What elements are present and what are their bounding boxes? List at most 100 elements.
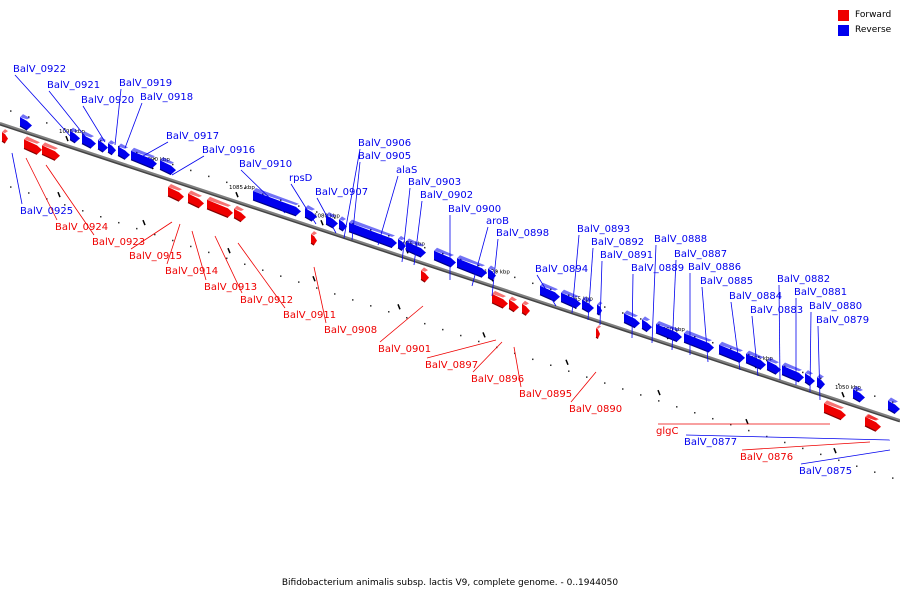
gene-balv_0890-glyph[interactable] [823, 400, 846, 421]
gene-glyph-edge [252, 199, 297, 217]
gene-glyph-top [488, 265, 495, 270]
gene-label-arob: aroB [486, 216, 509, 227]
gene-glyph-edge [491, 302, 504, 309]
gene-leader-line [472, 341, 503, 373]
gene-glyph-top [624, 310, 638, 318]
gene-label-balv_0918: BalV_0918 [140, 92, 193, 103]
gene-leader-line [701, 286, 709, 363]
gene-glyph-body [253, 190, 301, 216]
scale-dot-upper [604, 306, 606, 308]
gene-label-glgc: glgC [656, 426, 678, 437]
gene-leader-line [82, 105, 106, 143]
scale-dot-upper [334, 217, 336, 219]
gene-leader-line [191, 230, 207, 281]
gene-balv_0920-glyph[interactable] [81, 131, 96, 149]
gene-balv_0918-glyph[interactable] [107, 140, 116, 156]
scale-dot-lower [100, 216, 102, 218]
gene-balv_0903-glyph[interactable] [397, 235, 406, 251]
gene-balv_0900-glyph[interactable] [433, 247, 456, 268]
gene-glyph-edge [81, 143, 92, 149]
gene-leader-line [166, 223, 181, 265]
gene-leader-line [316, 197, 337, 234]
gene-balv_0913-glyph[interactable] [206, 196, 233, 218]
gene-glyph-body [824, 403, 846, 420]
gene-balv_0882-glyph[interactable] [781, 362, 804, 383]
gene-balv_0905-glyph[interactable] [338, 216, 347, 232]
scale-dot-upper [640, 318, 642, 320]
gene-glyph-top [2, 129, 8, 134]
gene-balv_0924-glyph[interactable] [23, 136, 42, 155]
gene-balv_0923-glyph[interactable] [41, 142, 60, 161]
gene-label-rpsd: rpsD [289, 173, 313, 184]
scale-dot-lower [460, 334, 462, 337]
gene-balv_0880-glyph[interactable] [816, 374, 825, 390]
gene-glyph-edge [310, 242, 315, 246]
gene-glyph-edge [97, 148, 104, 153]
gene-glyph-body [421, 270, 429, 283]
gene-glyph-body [656, 323, 682, 342]
gene-balv_0895-glyph[interactable] [595, 325, 601, 340]
gene-glyph-top [305, 205, 315, 211]
scale-dot-upper [388, 235, 390, 237]
gene-glyph-body [207, 199, 233, 218]
gene-glyph-body [108, 143, 116, 155]
gene-balv_0925-glyph[interactable] [1, 129, 8, 144]
gene-label-balv_0921: BalV_0921 [47, 80, 100, 91]
gene-balv_0911-glyph[interactable] [310, 231, 317, 246]
gene-balv_0887-glyph[interactable] [655, 320, 682, 343]
gene-glyph-top [82, 131, 94, 138]
scale-dot-upper [370, 229, 372, 231]
gene-label-balv_0901: BalV_0901 [378, 344, 431, 355]
gene-glyph-edge [19, 125, 28, 131]
gene-balv_0922-glyph[interactable] [19, 114, 32, 131]
gene-balv_0910-glyph[interactable] [159, 157, 176, 176]
gene-balv_0883-glyph[interactable] [766, 357, 781, 375]
gene-balv_0916-glyph[interactable] [130, 147, 157, 169]
scale-dot-lower [478, 340, 480, 343]
gene-label-balv_0906: BalV_0906 [358, 138, 411, 149]
genome-caption: Bifidobacterium animalis subsp. lactis V… [281, 578, 619, 588]
gene-balv_0891-glyph[interactable] [596, 301, 603, 316]
scale-dot-lower [370, 305, 372, 307]
gene-balv_0893-glyph[interactable] [560, 289, 581, 309]
gene-glyph-top [561, 289, 579, 298]
gene-glyph-body [326, 215, 338, 229]
kbp-tick-label: 1065 kbp [567, 297, 593, 303]
gene-balv_0914-glyph[interactable] [187, 190, 204, 209]
gene-balv_0906-glyph[interactable] [325, 212, 338, 229]
gene-leader-line [14, 74, 73, 139]
scale-dot-lower [748, 429, 750, 432]
gene-glyph-body [582, 299, 594, 313]
gene-glyph-top [42, 142, 58, 150]
gene-glyph-top [24, 136, 40, 144]
gene-arob-glyph[interactable] [456, 255, 487, 278]
scale-dot-upper [892, 401, 894, 403]
scale-dot-upper [532, 282, 534, 285]
gene-balv_0877-glyph[interactable] [887, 397, 900, 415]
gene-balv_0912-glyph[interactable] [233, 205, 246, 223]
gene-balv_0876-glyph[interactable] [865, 414, 880, 432]
gene-balv_0884-glyph[interactable] [745, 350, 766, 370]
gene-balv_0917-glyph[interactable] [117, 143, 130, 160]
gene-balv_0888-glyph[interactable] [641, 316, 652, 333]
gene-balv_0886-glyph[interactable] [683, 330, 714, 353]
gene-balv_0897-glyph[interactable] [508, 296, 519, 313]
gene-balv_0896-glyph[interactable] [521, 300, 530, 316]
gene-glyph-top [421, 267, 428, 272]
gene-balv_0915-glyph[interactable] [167, 183, 184, 202]
gene-balv_0907-glyph[interactable] [252, 187, 301, 217]
gene-balv_0879-glyph[interactable] [852, 385, 865, 403]
gene-glyph-edge [130, 159, 153, 169]
gene-glyph-edge [433, 259, 452, 268]
gene-balv_0901-glyph[interactable] [491, 290, 508, 309]
scale-dot-upper [298, 205, 300, 207]
gene-balv_0885-glyph[interactable] [718, 341, 745, 363]
gene-balv_0908-glyph[interactable] [420, 267, 429, 283]
gene-balv_0921-glyph[interactable] [69, 127, 80, 144]
gene-alas-glyph[interactable] [348, 219, 397, 249]
scale-dot-upper [118, 145, 120, 148]
scale-dot-upper [10, 110, 12, 112]
scale-dot-upper [262, 193, 264, 195]
gene-glyph-top [782, 362, 802, 372]
scale-dot-upper [82, 134, 84, 136]
